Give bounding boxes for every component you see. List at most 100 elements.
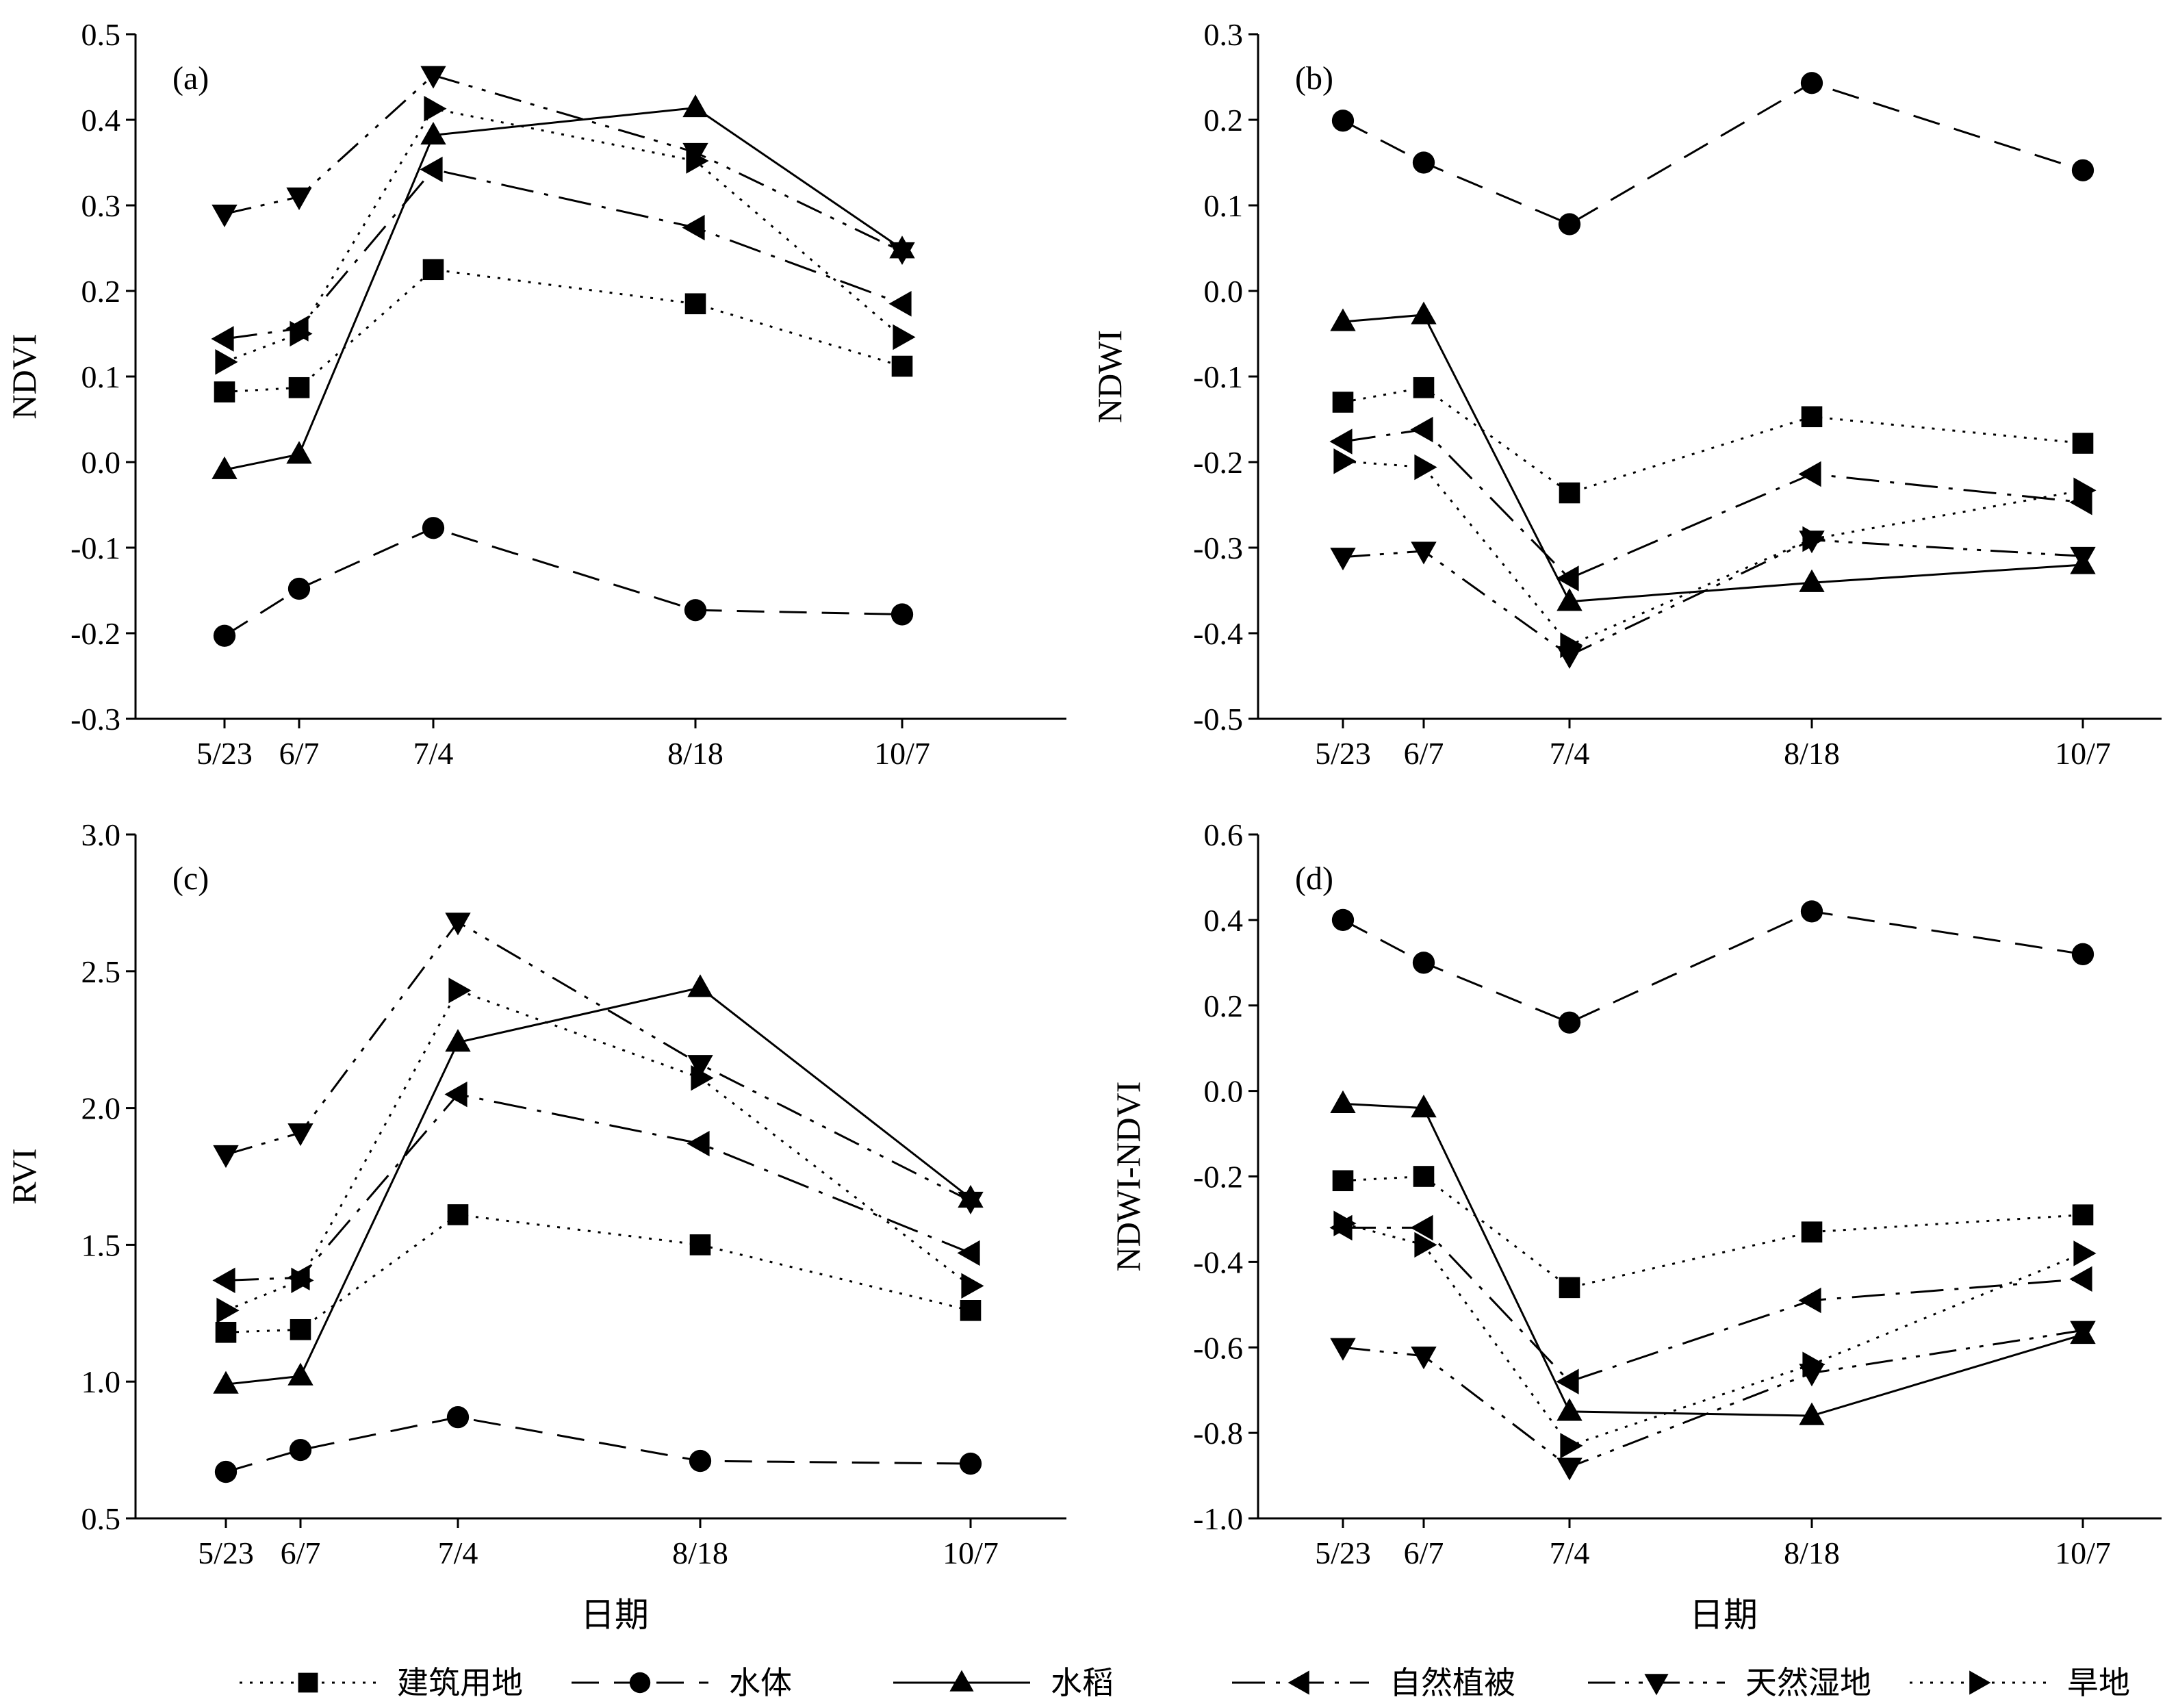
data-point	[2069, 1266, 2092, 1292]
data-point	[682, 94, 708, 118]
data-point	[420, 66, 446, 89]
data-point	[1413, 377, 1435, 398]
series-6	[215, 96, 916, 375]
series-line	[225, 1416, 971, 1473]
data-point	[290, 320, 313, 347]
legend-label: 建筑用地	[397, 1666, 523, 1700]
data-point	[1800, 72, 1823, 94]
y-tick-label: -0.5	[1193, 702, 1243, 737]
data-point	[420, 156, 443, 183]
series-line	[224, 74, 903, 253]
y-tick-label: -0.3	[1193, 531, 1243, 565]
data-point	[1801, 1221, 1823, 1242]
series-5	[1330, 531, 2096, 670]
legend-item: 水体	[572, 1666, 792, 1700]
legend-label: 水稻	[1051, 1666, 1114, 1700]
data-point	[1331, 110, 1355, 132]
x-tick-label: 7/4	[1550, 1535, 1590, 1570]
y-tick-label: -0.8	[1193, 1416, 1243, 1451]
data-point	[212, 456, 238, 479]
data-point	[689, 1449, 712, 1473]
data-point	[1411, 1095, 1437, 1118]
data-point	[684, 599, 707, 622]
data-point	[2073, 477, 2097, 503]
data-point	[215, 1321, 237, 1343]
series-line	[224, 106, 903, 471]
legend-label: 旱地	[2067, 1666, 2130, 1700]
y-tick-label: 0.0	[1204, 274, 1244, 309]
legend: 建筑用地 水体 水稻 自然植被 天然湿地 旱地	[240, 1666, 2130, 1700]
series-line	[1342, 460, 2084, 647]
data-point	[687, 1130, 710, 1157]
data-point	[1800, 900, 1823, 923]
y-tick-label: -0.2	[1193, 445, 1243, 480]
y-tick-label: 0.2	[1204, 989, 1244, 1023]
data-point	[2072, 1204, 2094, 1225]
legend-label: 天然湿地	[1745, 1666, 1871, 1700]
series-line	[224, 168, 903, 340]
legend-label: 自然植被	[1389, 1666, 1515, 1700]
series-2	[1331, 72, 2094, 235]
data-point	[1798, 1287, 1821, 1314]
series-line	[225, 920, 971, 1202]
panel-tag: (a)	[172, 60, 209, 97]
chart-panel-a: -0.3 -0.2 -0.1 0.0 0.1 0.2 0.3 0.4 0.5 5/23 6/7 7/4…	[5, 17, 1066, 771]
series-2	[1331, 900, 2094, 1034]
data-point	[891, 355, 913, 377]
x-tick-label: 6/7	[1404, 736, 1444, 771]
legend-marker	[1969, 1670, 1991, 1695]
data-point	[1410, 416, 1433, 443]
data-point	[686, 148, 709, 174]
series-4	[211, 156, 912, 352]
data-point	[958, 1191, 984, 1215]
series-3	[1330, 301, 2096, 611]
series-3	[212, 94, 915, 479]
series-1	[1332, 1166, 2094, 1299]
data-point	[1560, 1433, 1583, 1459]
data-point	[212, 204, 238, 228]
legend-item: 旱地	[1910, 1666, 2130, 1700]
series-line	[1342, 314, 2084, 603]
series-5	[212, 66, 915, 266]
y-tick-label: 0.3	[81, 188, 121, 223]
legend-marker	[1644, 1674, 1669, 1696]
legend-marker	[298, 1672, 318, 1693]
data-point	[2073, 1240, 2097, 1266]
data-point	[214, 381, 235, 403]
data-point	[1331, 908, 1355, 932]
y-tick-label: 3.0	[81, 817, 121, 852]
y-tick-label: 0.0	[81, 445, 121, 480]
data-point	[1333, 448, 1357, 474]
data-point	[1556, 1398, 1583, 1421]
series-6	[216, 978, 984, 1324]
data-point	[2070, 1321, 2096, 1344]
series-line	[1342, 539, 2084, 657]
data-point	[216, 1297, 240, 1324]
y-tick-label: 0.5	[81, 17, 121, 52]
data-point	[448, 978, 472, 1004]
series-line	[225, 1093, 971, 1282]
series-6	[1333, 1210, 2097, 1459]
data-point	[424, 96, 447, 122]
data-point	[687, 1055, 713, 1078]
x-tick-label: 8/18	[667, 736, 723, 771]
data-point	[287, 1362, 313, 1386]
series-line	[224, 268, 903, 393]
series-2	[214, 1405, 982, 1483]
data-point	[2071, 943, 2094, 965]
x-tick-label: 7/4	[1550, 736, 1590, 771]
data-point	[889, 242, 915, 266]
x-tick-label: 10/7	[2055, 1535, 2111, 1570]
data-point	[287, 1123, 313, 1147]
data-point	[286, 441, 312, 464]
data-point	[1799, 569, 1825, 592]
data-point	[213, 1145, 239, 1169]
data-point	[689, 1234, 711, 1255]
series-line	[225, 989, 971, 1312]
data-point	[446, 1405, 470, 1429]
series-6	[1333, 448, 2097, 659]
series-line	[1342, 910, 2084, 1024]
data-point	[212, 1267, 235, 1294]
data-point	[1558, 1011, 1581, 1034]
